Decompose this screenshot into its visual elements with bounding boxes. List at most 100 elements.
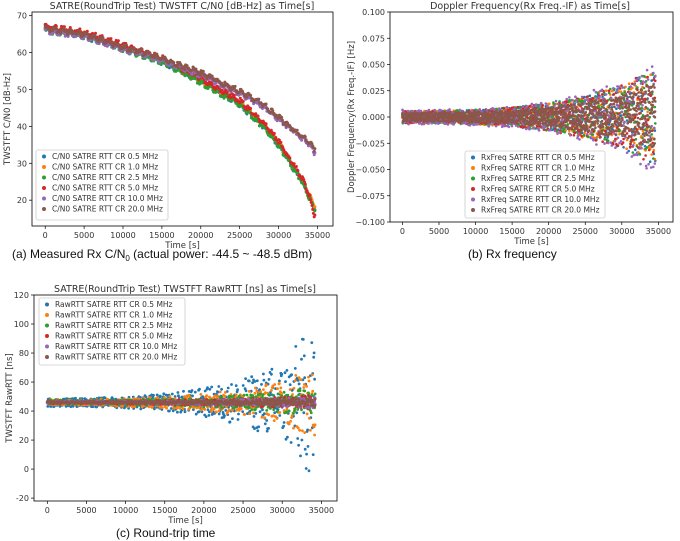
data-point	[229, 88, 233, 92]
data-point	[646, 110, 649, 113]
data-point	[109, 37, 113, 41]
data-point	[628, 116, 631, 120]
data-point	[116, 39, 120, 43]
data-point	[572, 134, 576, 137]
data-point	[172, 61, 176, 65]
chart-title: Doppler Frequency(Rx Freq.-IF) as Time[s…	[430, 1, 630, 12]
legend-box	[35, 149, 169, 221]
data-point	[642, 86, 646, 90]
axes-frame	[31, 11, 334, 227]
data-point	[133, 47, 137, 51]
data-point	[580, 99, 583, 102]
data-point	[553, 102, 556, 106]
data-point	[632, 138, 636, 142]
x-tick-label: 10000	[110, 231, 135, 240]
data-point	[190, 72, 194, 76]
data-point	[532, 126, 536, 129]
data-point	[645, 167, 648, 170]
data-point	[595, 96, 599, 100]
data-point	[619, 140, 623, 143]
data-point	[280, 115, 284, 119]
data-point	[452, 123, 455, 126]
data-point	[558, 130, 561, 134]
data-point	[516, 125, 520, 128]
data-point	[620, 84, 623, 87]
data-point	[625, 151, 629, 155]
data-point	[636, 88, 639, 91]
data-point	[272, 112, 276, 116]
data-point	[280, 118, 284, 122]
data-point	[582, 133, 586, 137]
data-point	[633, 141, 636, 145]
data-point	[284, 124, 288, 128]
data-point	[614, 137, 617, 141]
data-point	[645, 123, 649, 126]
data-point	[600, 93, 604, 96]
data-point	[612, 87, 615, 90]
data-point	[589, 136, 593, 139]
data-point	[420, 119, 423, 122]
data-point	[643, 75, 646, 78]
data-point	[622, 137, 625, 141]
data-point	[614, 146, 617, 149]
data-point	[588, 94, 592, 97]
x-axis-label: Time [s]	[164, 241, 200, 251]
data-point	[201, 69, 205, 73]
data-point	[562, 128, 566, 131]
data-point	[433, 108, 437, 112]
data-point	[59, 31, 63, 35]
data-point	[313, 209, 317, 213]
data-point	[650, 153, 653, 156]
data-point	[633, 80, 637, 83]
data-point	[125, 43, 128, 47]
data-point	[565, 99, 568, 103]
data-point	[440, 109, 443, 112]
data-point	[292, 162, 296, 166]
data-point	[538, 104, 542, 107]
data-point	[513, 107, 516, 110]
data-point	[643, 97, 647, 101]
data-point	[561, 101, 565, 104]
data-point	[401, 113, 405, 117]
data-point	[518, 105, 521, 109]
data-point	[308, 193, 312, 197]
data-point	[619, 114, 623, 117]
data-point	[617, 90, 621, 93]
data-point	[229, 95, 233, 99]
data-point	[639, 79, 643, 83]
data-point	[625, 138, 629, 142]
x-tick-label: 30000	[266, 231, 291, 240]
data-point	[502, 124, 505, 128]
data-point	[448, 108, 451, 111]
data-point	[631, 104, 634, 107]
legend-entry: C/N0 SATRE RTT CR 2.5 MHz	[52, 173, 158, 182]
data-point	[424, 113, 428, 116]
data-points	[43, 22, 317, 219]
data-point	[577, 132, 580, 135]
data-point	[646, 75, 649, 79]
data-point	[536, 127, 540, 130]
data-point	[636, 86, 639, 89]
data-point	[604, 89, 608, 92]
data-point	[437, 122, 440, 125]
data-point	[634, 138, 638, 141]
data-point	[644, 154, 647, 157]
y-tick-label: 70	[17, 12, 27, 21]
data-point	[616, 144, 620, 147]
data-point	[621, 141, 625, 144]
data-point	[620, 110, 624, 114]
data-point	[641, 142, 644, 146]
data-point	[427, 108, 431, 112]
data-point	[580, 95, 584, 99]
x-tick-label: 35000	[305, 231, 330, 240]
legend-marker	[42, 154, 46, 159]
legend-marker	[42, 207, 46, 211]
data-point	[611, 89, 614, 93]
data-point	[620, 92, 624, 95]
data-point	[93, 34, 97, 38]
data-point	[553, 129, 557, 133]
data-point	[648, 108, 651, 112]
data-point	[646, 78, 650, 81]
y-tick-label: 40	[17, 122, 27, 131]
data-point	[590, 131, 593, 134]
